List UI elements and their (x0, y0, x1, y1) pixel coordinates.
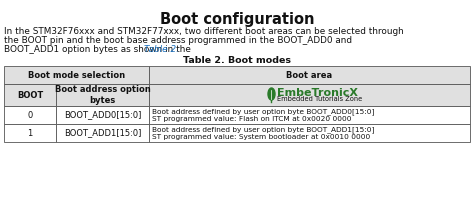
Text: Table 2. Boot modes: Table 2. Boot modes (183, 56, 291, 65)
Text: BOOT: BOOT (17, 91, 43, 100)
Text: Boot mode selection: Boot mode selection (28, 71, 125, 80)
Text: BOOT_ADD1 option bytes as shown in the: BOOT_ADD1 option bytes as shown in the (4, 45, 194, 54)
Text: 1: 1 (27, 129, 33, 137)
Bar (56, 84, 149, 106)
Text: ST programmed value: System bootloader at 0x0010 0000: ST programmed value: System bootloader a… (152, 133, 370, 140)
Bar (149, 124, 470, 142)
Bar (4, 106, 56, 124)
Text: ST programmed value: Flash on ITCM at 0x0020 0000: ST programmed value: Flash on ITCM at 0x… (152, 115, 352, 122)
Text: Boot address defined by user option byte BOOT_ADD1[15:0]: Boot address defined by user option byte… (152, 126, 374, 133)
Text: 0: 0 (27, 111, 33, 120)
Bar (56, 124, 149, 142)
Ellipse shape (268, 88, 275, 100)
Bar (4, 124, 56, 142)
Text: Boot address option
bytes: Boot address option bytes (55, 85, 150, 105)
Bar (149, 66, 470, 84)
Text: the BOOT pin and the boot base address programmed in the BOOT_ADD0 and: the BOOT pin and the boot base address p… (4, 36, 352, 45)
Text: Embedded Tutorials Zone: Embedded Tutorials Zone (277, 96, 363, 102)
Text: Boot area: Boot area (286, 71, 333, 80)
Text: BOOT_ADD1[15:0]: BOOT_ADD1[15:0] (64, 129, 141, 137)
Text: Table 2.: Table 2. (144, 45, 179, 54)
Text: BOOT_ADD0[15:0]: BOOT_ADD0[15:0] (64, 111, 141, 120)
Bar (4, 84, 56, 106)
Bar (4, 66, 149, 84)
Text: Boot address defined by user option byte BOOT_ADD0[15:0]: Boot address defined by user option byte… (152, 108, 374, 115)
Text: Boot configuration: Boot configuration (160, 12, 314, 27)
Bar (149, 106, 470, 124)
Bar (149, 84, 470, 106)
Text: In the STM32F76xxx and STM32F77xxx, two different boot areas can be selected thr: In the STM32F76xxx and STM32F77xxx, two … (4, 27, 404, 36)
Text: EmbeTronicX: EmbeTronicX (277, 88, 358, 98)
Bar (56, 106, 149, 124)
